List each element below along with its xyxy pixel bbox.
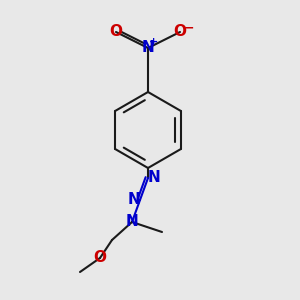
Text: +: + [149,37,159,47]
Text: O: O [173,25,187,40]
Text: N: N [126,214,138,230]
Text: N: N [128,193,140,208]
Text: N: N [148,170,160,185]
Text: O: O [110,25,122,40]
Text: −: − [184,22,194,34]
Text: N: N [142,40,154,56]
Text: O: O [94,250,106,266]
